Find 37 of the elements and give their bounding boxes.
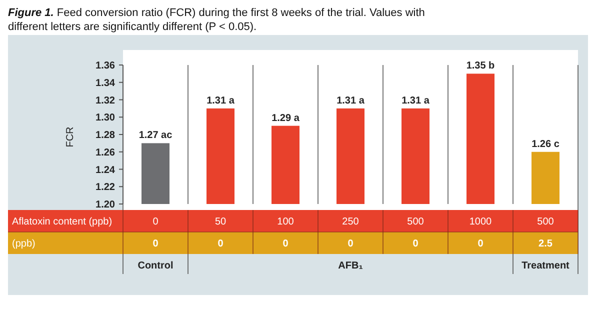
text: 0 <box>478 238 484 250</box>
text: 0 <box>282 238 289 250</box>
x-tick-label: 500 <box>407 216 424 228</box>
text: Aflatoxin content (ppb) <box>12 216 112 228</box>
data-label: 1.29 a <box>272 112 300 124</box>
data-label: 1.35 b <box>466 60 495 72</box>
y-tick-label: 1.20 <box>96 200 116 210</box>
y-tick-label: 1.34 <box>96 78 116 89</box>
y-tick-label: 1.26 <box>96 147 116 158</box>
data-label: 1.26 c <box>532 138 560 150</box>
data-label: 1.27 ac <box>138 130 173 142</box>
text: Control <box>138 260 174 272</box>
y-tick-label: 1.28 <box>96 130 116 141</box>
x-tick-label: 50 <box>214 216 226 228</box>
text: (ppb) <box>12 238 36 250</box>
text: Treatment <box>522 260 570 272</box>
text: 0 <box>152 238 159 250</box>
y-tick-label: 1.36 <box>96 60 116 72</box>
chart-title: Figure 1. Feed conversion ratio (FCR) during the first 8 weeks of the trial. Values with different letters are significantly different (P < 0.05). <box>8 7 425 33</box>
data-label: 1.31 a <box>336 95 365 106</box>
y-tick-label: 1.24 <box>96 164 116 176</box>
text: 0 <box>348 238 354 250</box>
x-tick-label: 100 <box>277 216 294 228</box>
y-axis-title: FCR <box>65 126 76 148</box>
text: 2.5 <box>538 238 553 250</box>
y-tick-label: 1.32 <box>96 95 116 106</box>
x-tick-label: 500 <box>537 216 554 228</box>
text: 0 <box>412 238 419 250</box>
y-tick-label: 1.22 <box>96 182 116 194</box>
x-tick-label: 0 <box>152 216 159 228</box>
text: AFB₁ <box>338 260 363 272</box>
x-tick-label: 250 <box>342 216 360 228</box>
y-tick-label: 1.30 <box>96 112 116 124</box>
text: 0 <box>218 238 224 250</box>
data-label: 1.31 a <box>402 95 430 106</box>
x-tick-label: 1000 <box>469 216 492 228</box>
data-label: 1.31 a <box>206 95 235 106</box>
